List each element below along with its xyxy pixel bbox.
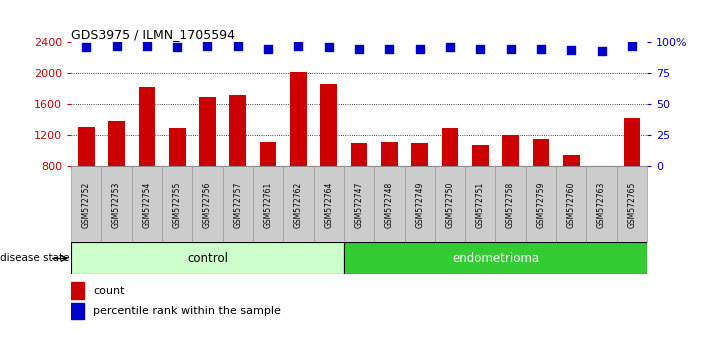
Bar bbox=[169, 129, 186, 166]
Text: GSM572763: GSM572763 bbox=[597, 181, 606, 228]
Bar bbox=[71, 242, 344, 274]
Bar bbox=[442, 128, 459, 166]
Bar bbox=[533, 138, 550, 166]
Bar bbox=[71, 166, 102, 242]
Point bbox=[596, 48, 607, 54]
Point bbox=[232, 44, 243, 49]
Bar bbox=[502, 135, 519, 166]
Bar bbox=[139, 87, 155, 166]
Text: GSM572760: GSM572760 bbox=[567, 181, 576, 228]
Text: GSM572765: GSM572765 bbox=[627, 181, 636, 228]
Point bbox=[141, 44, 153, 49]
Text: GSM572757: GSM572757 bbox=[233, 181, 242, 228]
Bar bbox=[230, 95, 246, 166]
Bar bbox=[162, 166, 193, 242]
Text: GSM572762: GSM572762 bbox=[294, 181, 303, 228]
Point bbox=[444, 45, 456, 50]
Bar bbox=[223, 166, 253, 242]
Text: GSM572747: GSM572747 bbox=[355, 181, 363, 228]
Text: GSM572764: GSM572764 bbox=[324, 181, 333, 228]
Bar bbox=[132, 166, 162, 242]
Point bbox=[414, 46, 425, 52]
Bar bbox=[193, 166, 223, 242]
Text: GSM572755: GSM572755 bbox=[173, 181, 182, 228]
Bar bbox=[283, 166, 314, 242]
Bar bbox=[108, 121, 125, 166]
Point bbox=[171, 45, 183, 50]
Text: GSM572754: GSM572754 bbox=[142, 181, 151, 228]
Bar bbox=[344, 166, 374, 242]
Text: disease state: disease state bbox=[0, 253, 70, 263]
Bar bbox=[616, 166, 647, 242]
Text: GSM572751: GSM572751 bbox=[476, 181, 485, 228]
Bar bbox=[71, 303, 84, 319]
Point bbox=[202, 44, 213, 49]
Bar bbox=[563, 155, 579, 166]
Text: GSM572750: GSM572750 bbox=[446, 181, 454, 228]
Point bbox=[323, 45, 334, 50]
Bar bbox=[593, 166, 610, 169]
Text: control: control bbox=[187, 252, 228, 265]
Bar bbox=[314, 166, 344, 242]
Bar bbox=[102, 166, 132, 242]
Text: GSM572758: GSM572758 bbox=[506, 181, 515, 228]
Text: GSM572749: GSM572749 bbox=[415, 181, 424, 228]
Bar bbox=[435, 166, 465, 242]
Point bbox=[293, 44, 304, 49]
Text: GSM572753: GSM572753 bbox=[112, 181, 121, 228]
Bar bbox=[321, 84, 337, 166]
Bar bbox=[624, 118, 640, 166]
Point bbox=[475, 46, 486, 52]
Point bbox=[565, 47, 577, 53]
Text: count: count bbox=[93, 286, 124, 296]
Bar bbox=[587, 166, 616, 242]
Bar bbox=[496, 166, 525, 242]
Point bbox=[535, 46, 547, 52]
Bar bbox=[412, 143, 428, 166]
Bar bbox=[465, 166, 496, 242]
Point bbox=[384, 46, 395, 52]
Bar bbox=[199, 97, 216, 166]
Text: GSM572759: GSM572759 bbox=[536, 181, 545, 228]
Point bbox=[80, 45, 92, 50]
Bar bbox=[351, 143, 368, 166]
Text: GDS3975 / ILMN_1705594: GDS3975 / ILMN_1705594 bbox=[71, 28, 235, 41]
Bar bbox=[381, 142, 397, 166]
Point bbox=[111, 44, 122, 49]
Bar bbox=[405, 166, 435, 242]
Text: GSM572748: GSM572748 bbox=[385, 181, 394, 228]
Bar bbox=[472, 145, 488, 166]
Point bbox=[262, 46, 274, 52]
Bar bbox=[290, 72, 306, 166]
Text: percentile rank within the sample: percentile rank within the sample bbox=[93, 307, 281, 316]
Bar bbox=[556, 166, 587, 242]
Point bbox=[505, 46, 516, 52]
Bar bbox=[260, 142, 277, 166]
Text: GSM572752: GSM572752 bbox=[82, 181, 91, 228]
Text: GSM572756: GSM572756 bbox=[203, 181, 212, 228]
Text: endometrioma: endometrioma bbox=[452, 252, 539, 265]
Bar bbox=[71, 282, 84, 298]
Bar bbox=[253, 166, 283, 242]
Text: GSM572761: GSM572761 bbox=[264, 181, 272, 228]
Point bbox=[353, 46, 365, 52]
Bar bbox=[374, 166, 405, 242]
Bar bbox=[78, 127, 95, 166]
Point bbox=[626, 44, 638, 49]
Bar bbox=[525, 166, 556, 242]
Bar bbox=[344, 242, 647, 274]
